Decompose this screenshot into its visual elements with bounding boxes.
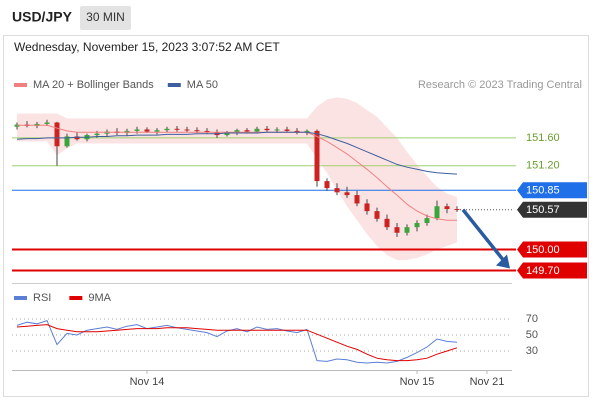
interval[interactable]: 30 MIN <box>86 10 125 24</box>
candle-body <box>454 209 460 211</box>
candle-body <box>54 122 60 147</box>
series-line <box>16 324 458 362</box>
price-tag-label: 149.70 <box>526 265 560 277</box>
legend-swatch <box>69 296 83 300</box>
candle-body <box>74 136 80 140</box>
projection-arrowhead <box>496 254 510 269</box>
price-tag <box>517 201 587 218</box>
candle-body <box>334 188 340 193</box>
x-tick-label: Nov 14 <box>130 376 165 388</box>
price-tag-label: 150.00 <box>526 244 560 256</box>
legend-swatch <box>167 83 181 87</box>
candle-body <box>364 203 370 212</box>
candle-body <box>144 129 150 132</box>
interval-badge[interactable] <box>80 6 131 30</box>
candle-body <box>194 130 200 132</box>
candle-body <box>64 136 70 147</box>
candle-body <box>94 133 100 136</box>
candle-body <box>304 130 310 133</box>
candle-body <box>254 128 260 132</box>
price-tag <box>517 262 587 279</box>
y-tick-label: 70 <box>526 313 538 325</box>
candle-body <box>414 222 420 228</box>
level-label: 151.60 <box>526 132 560 144</box>
legend-swatch <box>14 296 27 300</box>
chart-frame <box>3 35 589 397</box>
symbol: USD/JPY <box>12 9 73 25</box>
price-tag-label: 150.85 <box>526 185 560 197</box>
candle-body <box>424 218 430 223</box>
y-tick-label: 30 <box>526 345 538 357</box>
candle-body <box>384 218 390 228</box>
legend-label: MA 50 <box>187 79 218 91</box>
legend-swatch <box>14 83 27 87</box>
candle-body <box>164 128 170 131</box>
y-tick-label: 50 <box>526 329 538 341</box>
series-line <box>16 319 458 364</box>
timestamp: Wednesday, November 15, 2023 3:07:52 AM … <box>14 40 280 54</box>
credit: Research © 2023 Trading Central <box>418 79 582 91</box>
candle-body <box>224 132 230 136</box>
candle-body <box>284 129 290 131</box>
level-label: 151.20 <box>526 160 560 172</box>
x-tick-label: Nov 15 <box>400 376 435 388</box>
candle-body <box>324 181 330 189</box>
candle-body <box>134 129 140 131</box>
price-tag <box>517 241 587 258</box>
candle-body <box>264 128 270 131</box>
candle-body <box>394 227 400 233</box>
candle-body <box>234 130 240 133</box>
candle-body <box>44 122 50 124</box>
candle-body <box>374 211 380 219</box>
candle-body <box>244 130 250 132</box>
candle-body <box>204 130 210 133</box>
legend-label: RSI <box>33 292 51 304</box>
legend-label: MA 20 + Bollinger Bands <box>33 79 154 91</box>
price-tag <box>517 182 587 199</box>
candle-body <box>344 192 350 196</box>
candle-body <box>314 130 320 182</box>
series-line <box>16 131 458 175</box>
candle-body <box>404 227 410 233</box>
bollinger-band <box>17 97 457 260</box>
candle-body <box>184 129 190 131</box>
candle-body <box>154 130 160 132</box>
candle-body <box>294 130 300 133</box>
candle-body <box>174 128 180 130</box>
projection-arrow <box>461 208 508 265</box>
price-tag-label: 150.57 <box>526 204 560 216</box>
x-tick-label: Nov 21 <box>470 376 505 388</box>
candle-body <box>354 195 360 204</box>
candle-body <box>444 206 450 210</box>
series-line <box>17 124 457 221</box>
candle-body <box>434 206 440 219</box>
legend-label: 9MA <box>88 292 111 304</box>
candle-body <box>274 129 280 131</box>
